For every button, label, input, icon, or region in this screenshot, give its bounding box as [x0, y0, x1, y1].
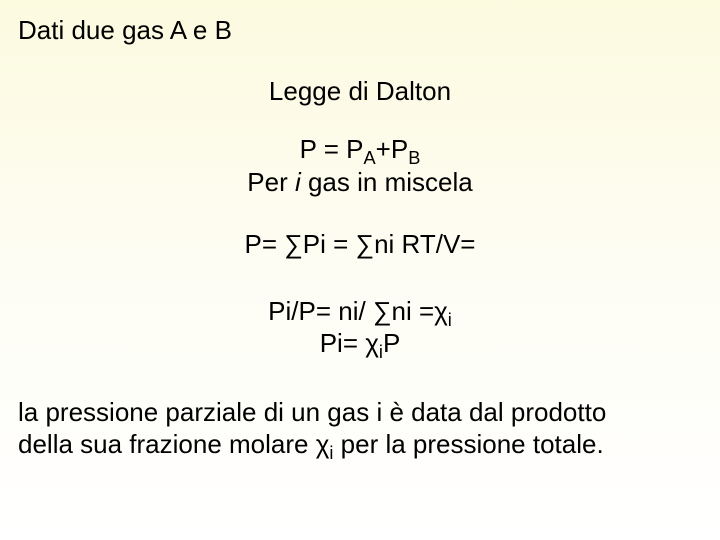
per-i-after: gas in miscela [301, 167, 473, 197]
eq3-l2-before: Pi= χ [320, 328, 379, 358]
eq3-l1-sub: i [448, 310, 452, 330]
footer-line1: la pressione parziale di un gas i è data… [18, 396, 702, 429]
eq-p-total: P = PA+PB [18, 133, 702, 166]
per-i-line: Per i gas in miscela [18, 166, 702, 199]
equation-block-2: P= ∑Pi = ∑ni RT/V= [18, 228, 702, 261]
footer-line2: della sua frazione molare χi per la pres… [18, 428, 702, 461]
eq3-l1-before: Pi/P= ni/ ∑ni =χ [268, 296, 448, 326]
slide: Dati due gas A e B Legge di Dalton P = P… [0, 0, 720, 540]
footer-l2-before: della sua frazione molare χ [18, 429, 329, 459]
eq3-line1: Pi/P= ni/ ∑ni =χi [18, 295, 702, 328]
eq3-line2: Pi= χiP [18, 327, 702, 360]
intro-text: Dati due gas A e B [18, 15, 232, 45]
eq1-part2: +P [376, 134, 409, 164]
footer-l2-after: per la pressione totale. [333, 429, 603, 459]
eq3-l2-after: P [383, 328, 400, 358]
eq1-part1: P = P [300, 134, 364, 164]
equation-block-1: P = PA+PB Per i gas in miscela [18, 133, 702, 198]
explanation-text: la pressione parziale di un gas i è data… [18, 396, 702, 461]
eq2-text: P= ∑Pi = ∑ni RT/V= [245, 229, 476, 259]
law-heading: Legge di Dalton [18, 75, 702, 108]
per-i-before: Per [247, 167, 295, 197]
intro-line: Dati due gas A e B [18, 14, 702, 47]
law-heading-text: Legge di Dalton [269, 76, 451, 106]
equation-block-3: Pi/P= ni/ ∑ni =χi Pi= χiP [18, 295, 702, 360]
